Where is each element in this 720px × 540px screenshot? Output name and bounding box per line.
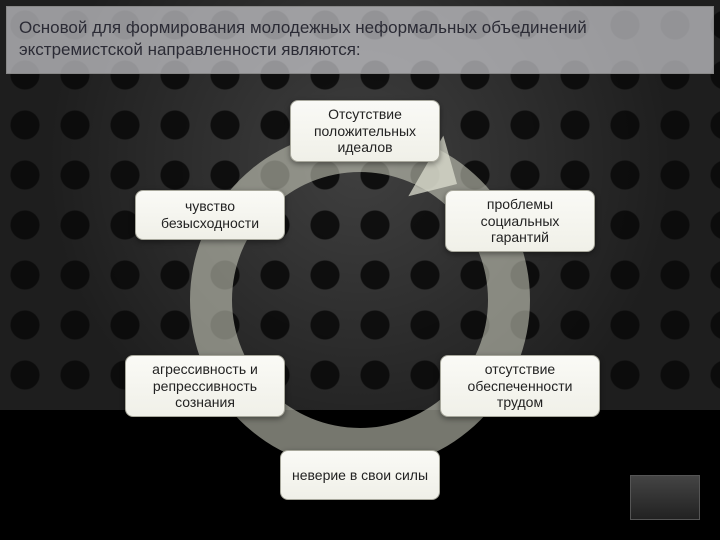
cycle-diagram: Отсутствие положительных идеалов чувство … <box>0 0 720 540</box>
node-n-bottom: неверие в свои силы <box>280 450 440 500</box>
node-label: проблемы социальных гарантий <box>454 196 586 246</box>
node-label: отсутствие обеспеченности трудом <box>449 361 591 411</box>
node-n-tl: чувство безысходности <box>135 190 285 240</box>
node-n-br: отсутствие обеспеченности трудом <box>440 355 600 417</box>
node-label: чувство безысходности <box>144 198 276 232</box>
node-label: неверие в свои силы <box>292 467 428 484</box>
node-label: Отсутствие положительных идеалов <box>299 106 431 156</box>
node-label: агрессивность и репрессивность сознания <box>134 361 276 411</box>
node-n-bl: агрессивность и репрессивность сознания <box>125 355 285 417</box>
node-n-tr: проблемы социальных гарантий <box>445 190 595 252</box>
node-n-top: Отсутствие положительных идеалов <box>290 100 440 162</box>
